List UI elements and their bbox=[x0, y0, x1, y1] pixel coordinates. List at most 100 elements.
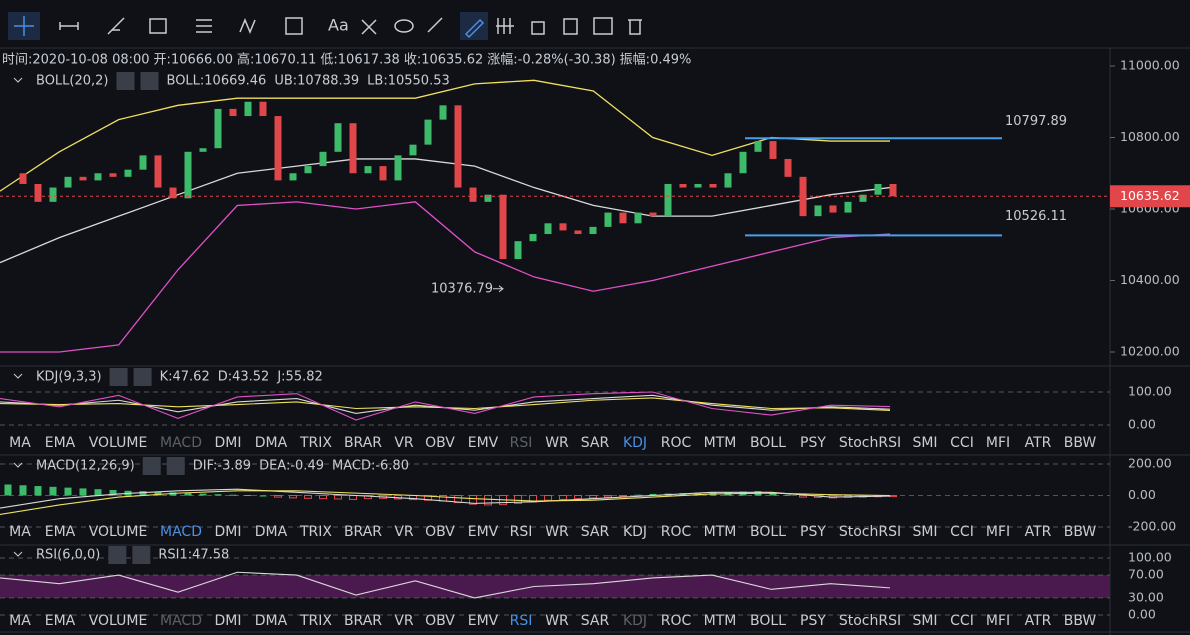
indicator-tab[interactable]: PSY bbox=[800, 613, 826, 629]
lock-tool[interactable] bbox=[531, 21, 545, 35]
indicator-tab[interactable]: StochRSI bbox=[839, 613, 901, 629]
magnet-tool[interactable] bbox=[394, 19, 414, 33]
indicator-tab[interactable]: MFI bbox=[986, 435, 1010, 451]
indicator-tab[interactable]: StochRSI bbox=[839, 435, 901, 451]
grid-tool[interactable] bbox=[496, 18, 514, 34]
indicator-tab[interactable]: DMI bbox=[215, 435, 242, 451]
close-button[interactable] bbox=[132, 546, 151, 564]
indicator-tab[interactable]: WR bbox=[545, 524, 569, 540]
indicator-tab[interactable]: ROC bbox=[661, 524, 692, 540]
indicator-tab[interactable]: MTM bbox=[704, 524, 737, 540]
indicator-tab[interactable]: VOLUME bbox=[89, 524, 148, 540]
indicator-tab[interactable]: EMA bbox=[45, 435, 76, 451]
indicator-tab[interactable]: BRAR bbox=[344, 435, 382, 451]
indicator-tab[interactable]: OBV bbox=[425, 613, 455, 629]
settings-button[interactable] bbox=[116, 72, 135, 90]
indicator-tab[interactable]: BBW bbox=[1064, 435, 1097, 451]
wave-tool[interactable] bbox=[239, 18, 256, 34]
indicator-tab[interactable]: VR bbox=[394, 613, 414, 629]
indicator-tab[interactable]: MA bbox=[9, 435, 31, 451]
indicator-tab[interactable]: CCI bbox=[950, 613, 974, 629]
collapse-icon[interactable] bbox=[13, 551, 23, 557]
indicator-tab[interactable]: MACD bbox=[160, 613, 202, 629]
brush-tool[interactable] bbox=[361, 19, 377, 35]
line-tool[interactable] bbox=[59, 22, 79, 30]
indicator-tab[interactable]: DMI bbox=[215, 613, 242, 629]
indicator-tab[interactable]: KDJ bbox=[623, 613, 647, 629]
indicator-tab[interactable]: TRIX bbox=[299, 613, 332, 629]
indicator-tab[interactable]: StochRSI bbox=[839, 524, 901, 540]
indicator-tab[interactable]: MTM bbox=[704, 435, 737, 451]
indicator-tab[interactable]: SAR bbox=[581, 435, 610, 451]
indicator-tab[interactable]: EMV bbox=[468, 613, 499, 629]
indicator-tab[interactable]: RSI bbox=[510, 524, 533, 540]
indicator-tab[interactable]: BRAR bbox=[344, 613, 382, 629]
indicator-tab[interactable]: MA bbox=[9, 524, 31, 540]
settings-tool[interactable] bbox=[593, 17, 613, 35]
collapse-icon[interactable] bbox=[13, 373, 23, 379]
indicator-tab[interactable]: SMI bbox=[912, 613, 937, 629]
indicator-tab[interactable]: BBW bbox=[1064, 613, 1097, 629]
cursor-icon[interactable] bbox=[14, 16, 34, 36]
ruler-tool[interactable] bbox=[427, 17, 443, 33]
indicator-tab[interactable]: MA bbox=[9, 613, 31, 629]
collapse-icon[interactable] bbox=[13, 462, 23, 468]
indicator-tab[interactable]: RSI bbox=[510, 613, 533, 629]
indicator-tab[interactable]: SAR bbox=[581, 524, 610, 540]
shape-tool[interactable] bbox=[149, 18, 167, 34]
indicator-tab[interactable]: BOLL bbox=[750, 613, 786, 629]
indicator-tab[interactable]: MACD bbox=[160, 524, 202, 540]
indicator-tab[interactable]: MFI bbox=[986, 613, 1010, 629]
indicator-tab[interactable]: ROC bbox=[661, 613, 692, 629]
indicator-tab[interactable]: SAR bbox=[581, 613, 610, 629]
indicator-tab[interactable]: KDJ bbox=[623, 435, 647, 451]
indicator-tab[interactable]: PSY bbox=[800, 524, 826, 540]
trend-tool[interactable] bbox=[107, 17, 125, 35]
measure-tool[interactable] bbox=[285, 17, 303, 35]
indicator-tab[interactable]: PSY bbox=[800, 435, 826, 451]
close-button[interactable] bbox=[133, 368, 152, 386]
indicator-tab[interactable]: EMV bbox=[468, 435, 499, 451]
indicator-tab[interactable]: DMI bbox=[215, 524, 242, 540]
indicator-tab[interactable]: EMA bbox=[45, 524, 76, 540]
indicator-tab[interactable]: EMV bbox=[468, 524, 499, 540]
settings-button[interactable] bbox=[108, 546, 127, 564]
indicator-tab[interactable]: ATR bbox=[1025, 613, 1052, 629]
indicator-tab[interactable]: VR bbox=[394, 435, 414, 451]
indicator-tab[interactable]: BOLL bbox=[750, 524, 786, 540]
indicator-tab[interactable]: KDJ bbox=[623, 524, 647, 540]
indicator-tab[interactable]: WR bbox=[545, 613, 569, 629]
indicator-tab[interactable]: CCI bbox=[950, 524, 974, 540]
indicator-tab[interactable]: TRIX bbox=[299, 435, 332, 451]
indicator-tab[interactable]: BOLL bbox=[750, 435, 786, 451]
collapse-icon[interactable] bbox=[13, 77, 23, 83]
indicator-tab[interactable]: BBW bbox=[1064, 524, 1097, 540]
indicator-tab[interactable]: CCI bbox=[950, 435, 974, 451]
indicator-tab[interactable]: VR bbox=[394, 524, 414, 540]
indicator-tab[interactable]: MFI bbox=[986, 524, 1010, 540]
indicator-tab[interactable]: ROC bbox=[661, 435, 692, 451]
indicator-tab[interactable]: MACD bbox=[160, 435, 202, 451]
settings-button[interactable] bbox=[142, 457, 161, 475]
indicator-tab[interactable]: MTM bbox=[704, 613, 737, 629]
indicator-tab[interactable]: SMI bbox=[912, 524, 937, 540]
indicator-tab[interactable]: EMA bbox=[45, 613, 76, 629]
fib-tool[interactable] bbox=[196, 19, 212, 33]
delete-tool[interactable] bbox=[628, 19, 642, 35]
indicator-tab[interactable]: BRAR bbox=[344, 524, 382, 540]
indicator-tab[interactable]: ATR bbox=[1025, 435, 1052, 451]
indicator-tab[interactable]: DMA bbox=[255, 435, 288, 451]
indicator-tab[interactable]: VOLUME bbox=[89, 613, 148, 629]
indicator-tab[interactable]: SMI bbox=[912, 435, 937, 451]
close-button[interactable] bbox=[166, 457, 185, 475]
indicator-tab[interactable]: RSI bbox=[510, 435, 533, 451]
indicator-tab[interactable]: WR bbox=[545, 435, 569, 451]
indicator-tab[interactable]: TRIX bbox=[299, 524, 332, 540]
indicator-tab[interactable]: ATR bbox=[1025, 524, 1052, 540]
indicator-tab[interactable]: VOLUME bbox=[89, 435, 148, 451]
settings-button[interactable] bbox=[109, 368, 128, 386]
close-button[interactable] bbox=[140, 72, 159, 90]
text-tool[interactable]: Aa bbox=[328, 16, 349, 35]
indicator-tab[interactable]: DMA bbox=[255, 524, 288, 540]
copy-tool[interactable] bbox=[563, 18, 578, 35]
